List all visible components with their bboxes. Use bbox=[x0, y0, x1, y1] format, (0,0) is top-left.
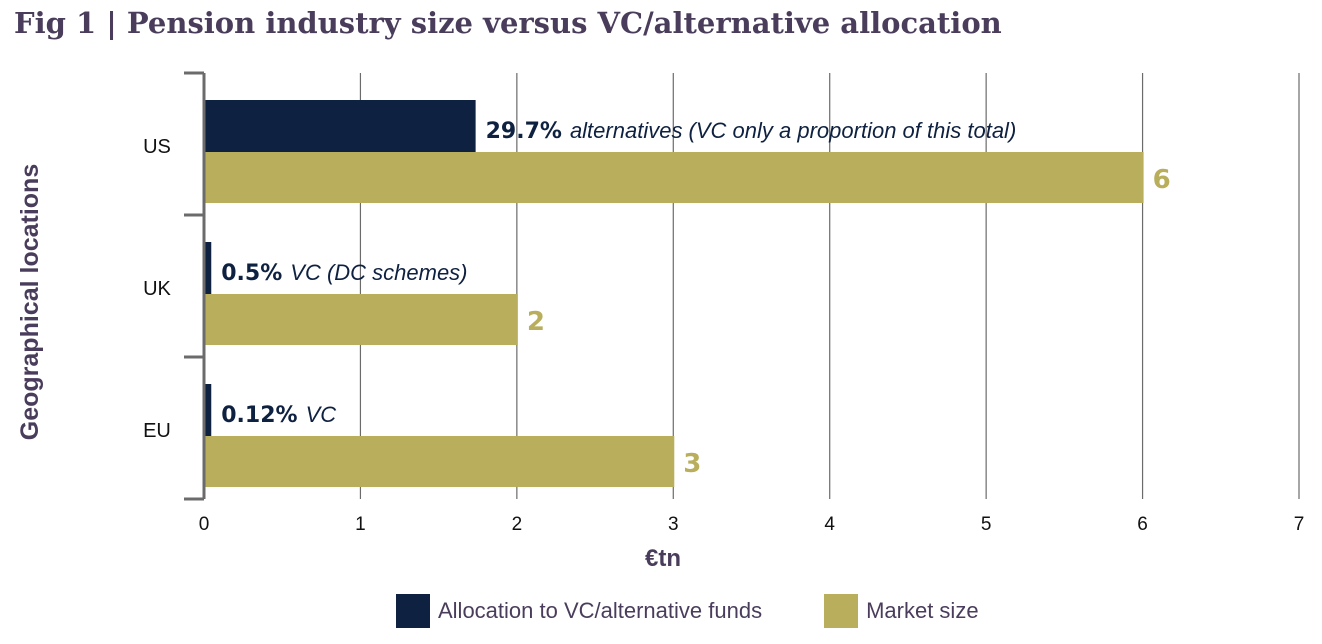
legend: Allocation to VC/alternative funds Marke… bbox=[396, 594, 1041, 628]
legend-item-market-size: Market size bbox=[824, 594, 979, 628]
x-tick-label: 7 bbox=[1294, 514, 1305, 535]
bar-allocation bbox=[205, 100, 476, 152]
category-label: US bbox=[143, 136, 171, 158]
x-tick-label: 0 bbox=[199, 514, 210, 535]
allocation-percent: 0.5% bbox=[221, 261, 282, 286]
x-tick-label: 1 bbox=[355, 514, 366, 535]
x-tick-label: 4 bbox=[824, 514, 835, 535]
data-label-allocation: 0.5% VC (DC schemes) bbox=[221, 260, 467, 286]
data-label-market-size: 2 bbox=[527, 307, 545, 337]
labels: 0 1 2 3 4 5 6 7 US 29.7% alternatives (VC only a p… bbox=[143, 118, 1304, 535]
bar-allocation bbox=[205, 242, 212, 294]
x-axis-label: €tn bbox=[645, 545, 681, 572]
chart-title: Fig 1 | Pension industry size versus VC/… bbox=[14, 6, 1002, 40]
category-label: UK bbox=[143, 278, 171, 300]
data-label-allocation: 29.7% alternatives (VC only a proportion … bbox=[486, 118, 1017, 144]
category-label: EU bbox=[143, 420, 171, 442]
allocation-percent: 0.12% bbox=[221, 403, 297, 428]
allocation-percent: 29.7% bbox=[486, 119, 562, 144]
x-tick-label: 5 bbox=[981, 514, 992, 535]
data-label-allocation: 0.12% VC bbox=[221, 402, 336, 428]
bar-market-size bbox=[205, 436, 675, 487]
data-label-market-size: 3 bbox=[683, 449, 701, 479]
legend-label-market-size: Market size bbox=[866, 598, 979, 623]
legend-swatch-allocation bbox=[396, 594, 430, 628]
bar-market-size bbox=[205, 294, 518, 345]
allocation-note: alternatives (VC only a proportion of th… bbox=[570, 118, 1016, 143]
bar-allocation bbox=[205, 384, 212, 436]
bar-market-size bbox=[205, 152, 1144, 203]
x-tick-label: 6 bbox=[1137, 514, 1148, 535]
bars bbox=[205, 100, 1144, 487]
legend-item-allocation: Allocation to VC/alternative funds bbox=[396, 594, 762, 628]
x-tick-label: 3 bbox=[668, 514, 679, 535]
data-label-market-size: 6 bbox=[1153, 165, 1171, 195]
legend-swatch-market-size bbox=[824, 594, 859, 628]
allocation-note: VC bbox=[306, 402, 337, 427]
axes bbox=[184, 71, 206, 501]
allocation-note: VC (DC schemes) bbox=[290, 260, 467, 285]
x-tick-label: 2 bbox=[512, 514, 523, 535]
y-axis-label: Geographical locations bbox=[16, 164, 44, 440]
legend-label-allocation: Allocation to VC/alternative funds bbox=[438, 598, 763, 623]
